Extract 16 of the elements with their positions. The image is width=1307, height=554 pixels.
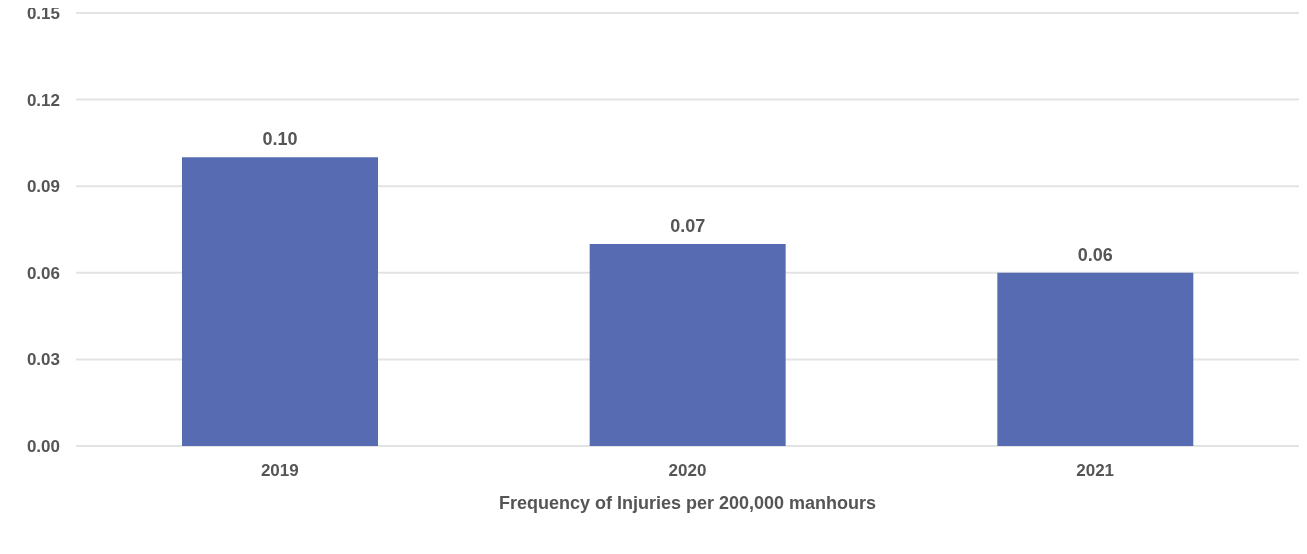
- y-tick-label: 0.09: [26, 177, 60, 197]
- y-tick-label: 0.12: [26, 90, 60, 110]
- y-tick-label: 0.00: [26, 437, 60, 457]
- bar: [181, 157, 378, 446]
- bar: [997, 272, 1194, 446]
- x-tick-label: 2020: [668, 461, 707, 481]
- x-tick-label: 2021: [1076, 461, 1115, 481]
- data-label: 0.06: [1077, 244, 1113, 265]
- data-label: 0.10: [262, 129, 298, 150]
- bar: [589, 243, 786, 446]
- x-tick-label: 2019: [260, 461, 299, 481]
- x-axis-title: Frequency of Injuries per 200,000 manhours: [498, 492, 877, 513]
- data-label: 0.07: [670, 215, 706, 236]
- y-tick-label: 0.03: [26, 350, 60, 370]
- y-tick-label: 0.06: [26, 263, 60, 283]
- y-tick-label: 0.15: [26, 4, 60, 24]
